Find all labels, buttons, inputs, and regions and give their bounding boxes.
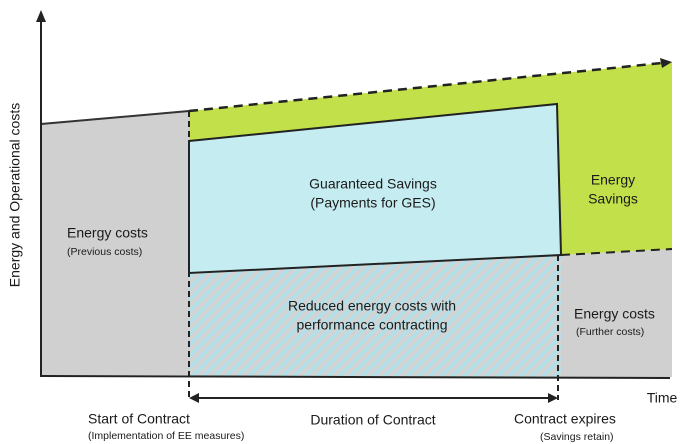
region-title: Guaranteed Savings (309, 176, 437, 192)
gray-right (561, 249, 672, 377)
region-note: (Previous costs) (67, 246, 142, 258)
region-title: Energy costs (574, 306, 655, 322)
y-label: Energy and Operational costs (7, 103, 23, 287)
region-title: Energy costs (67, 225, 148, 241)
timeline-title: Duration of Contract (310, 412, 435, 428)
gray-top (40, 110, 190, 125)
region-title: Reduced energy costs with (288, 298, 456, 314)
arrow-left (189, 393, 199, 403)
timeline-note: (Savings retain) (540, 431, 614, 443)
region-note: performance contracting (297, 317, 448, 333)
gray-left (41, 111, 189, 375)
green-top (188, 61, 663, 113)
y-arrow (36, 10, 46, 22)
region-note: Savings (588, 191, 638, 207)
arrow-right (548, 393, 558, 403)
x-axis (40, 375, 671, 379)
x-label: Time (647, 390, 678, 406)
region-title: Energy (591, 172, 635, 188)
region-note: (Further costs) (576, 326, 644, 338)
arrow-head (660, 58, 672, 68)
timeline-note: (Implementation of EE measures) (88, 430, 244, 442)
green-bottom (560, 248, 673, 256)
region-note: (Payments for GES) (310, 195, 435, 211)
green-region (189, 62, 672, 255)
timeline-title: Start of Contract (88, 411, 190, 427)
timeline-title: Contract expires (514, 411, 616, 427)
hatched-region (189, 255, 561, 377)
